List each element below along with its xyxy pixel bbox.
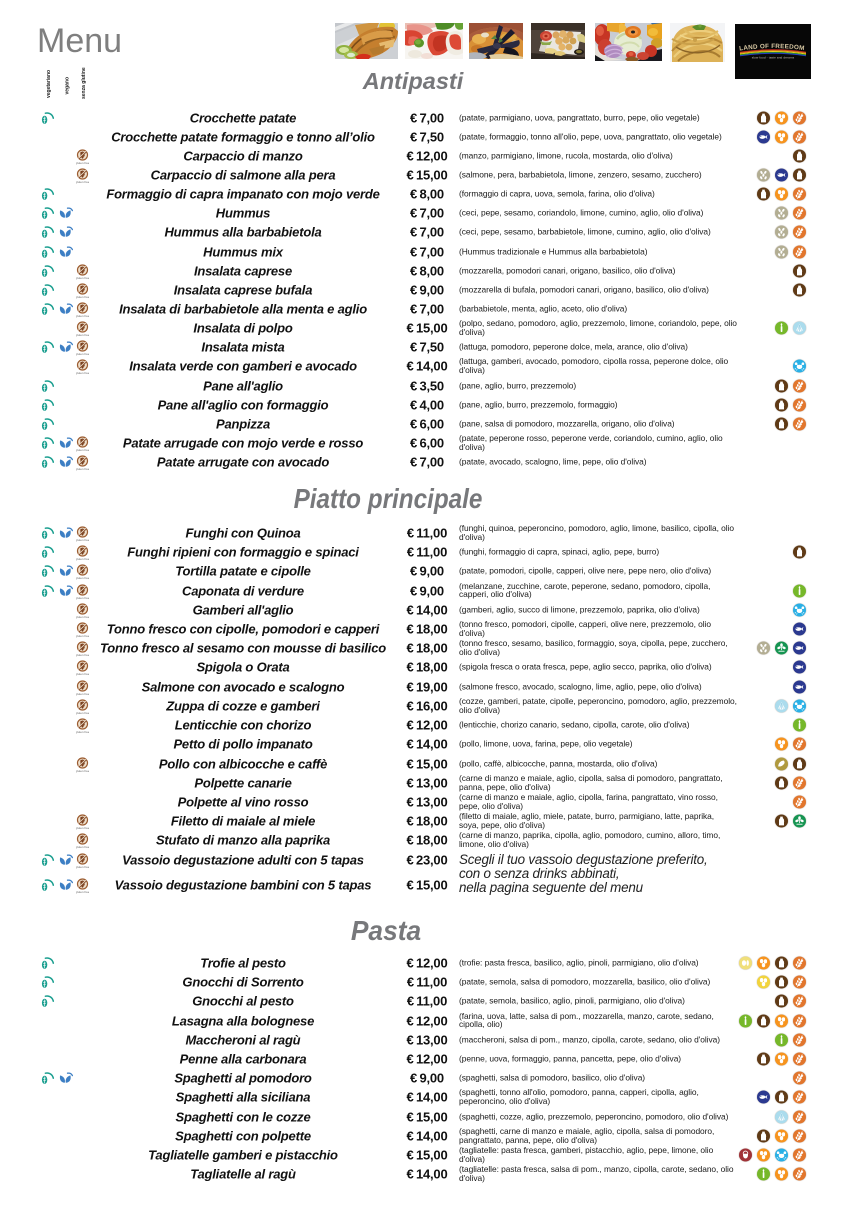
svg-text:LAND OF FREEDOM: LAND OF FREEDOM xyxy=(739,43,805,52)
svg-text:gluten free: gluten free xyxy=(76,467,89,471)
svg-text:gluten free: gluten free xyxy=(76,634,89,638)
svg-text:gluten free: gluten free xyxy=(76,615,89,619)
svg-text:gluten free: gluten free xyxy=(76,371,89,375)
svg-text:gluten free: gluten free xyxy=(76,352,89,356)
svg-text:gluten free: gluten free xyxy=(76,865,89,869)
svg-text:gluten free: gluten free xyxy=(76,691,89,695)
svg-text:gluten free: gluten free xyxy=(76,295,89,299)
svg-text:gluten free: gluten free xyxy=(76,180,89,184)
svg-text:gluten free: gluten free xyxy=(76,538,89,542)
svg-text:gluten free: gluten free xyxy=(76,314,89,318)
svg-text:gluten free: gluten free xyxy=(76,890,89,894)
svg-text:gluten free: gluten free xyxy=(76,768,89,772)
svg-text:gluten free: gluten free xyxy=(76,672,89,676)
svg-text:gluten free: gluten free xyxy=(76,595,89,599)
svg-text:gluten free: gluten free xyxy=(76,845,89,849)
svg-text:gluten free: gluten free xyxy=(76,576,89,580)
svg-text:gluten free: gluten free xyxy=(76,275,89,279)
svg-text:gluten free: gluten free xyxy=(76,448,89,452)
svg-text:gluten free: gluten free xyxy=(76,826,89,830)
svg-text:gluten free: gluten free xyxy=(76,161,89,165)
svg-text:slow food - taste and dreams: slow food - taste and dreams xyxy=(752,56,795,60)
svg-text:gluten free: gluten free xyxy=(76,557,89,561)
svg-text:gluten free: gluten free xyxy=(76,333,89,337)
svg-text:gluten free: gluten free xyxy=(76,653,89,657)
svg-text:gluten free: gluten free xyxy=(76,711,89,715)
svg-text:gluten free: gluten free xyxy=(76,730,89,734)
